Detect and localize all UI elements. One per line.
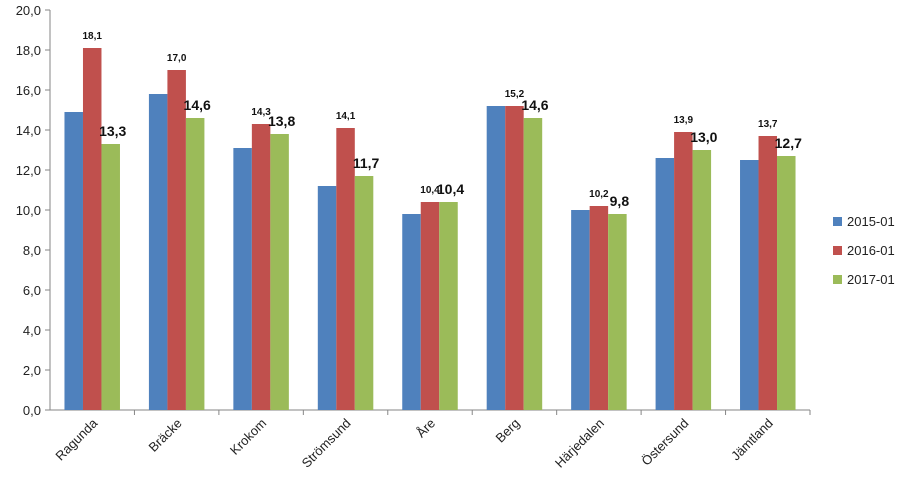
data-label: 14,1 bbox=[336, 111, 356, 122]
legend: 2015-01 2016-01 2017-01 bbox=[833, 214, 895, 287]
bar-2017-01 bbox=[270, 134, 289, 410]
data-label: 18,1 bbox=[82, 31, 102, 42]
bar-2016-01 bbox=[82, 48, 102, 410]
data-label: 17,0 bbox=[167, 53, 187, 64]
bar-2015-01 bbox=[233, 148, 252, 410]
data-label: 13,9 bbox=[674, 115, 694, 126]
bar-2015-01 bbox=[317, 186, 337, 410]
legend-label: 2015-01 bbox=[847, 214, 895, 229]
y-tick-label: 0,0 bbox=[23, 403, 41, 418]
bar-2017-01 bbox=[439, 202, 458, 410]
data-label: 15,2 bbox=[505, 89, 525, 100]
data-label: 13,3 bbox=[99, 123, 126, 139]
x-category-label: Åre bbox=[413, 416, 438, 441]
data-labels: 18,1 13,3 17,0 14,6 14,313,8 14,1 11,7 10,410,4… bbox=[82, 31, 802, 209]
bar-2017-01 bbox=[101, 144, 120, 410]
legend-label: 2017-01 bbox=[847, 272, 895, 287]
bar-2017-01 bbox=[523, 118, 543, 410]
y-tick-label: 2,0 bbox=[23, 363, 41, 378]
data-label: 13,7 bbox=[758, 119, 778, 130]
bar-2017-01 bbox=[185, 118, 205, 410]
data-label: 10,4 bbox=[437, 181, 464, 197]
y-tick-label: 4,0 bbox=[23, 323, 41, 338]
data-label: 14,6 bbox=[521, 97, 548, 113]
x-category-label: Ragunda bbox=[52, 415, 100, 463]
legend-swatch bbox=[833, 246, 842, 255]
data-label: 12,7 bbox=[775, 135, 802, 151]
bar-2016-01 bbox=[167, 70, 186, 410]
bar-2016-01 bbox=[674, 132, 693, 410]
x-category-label: Krokom bbox=[227, 416, 269, 458]
data-label: 9,8 bbox=[610, 193, 630, 209]
bar-2015-01 bbox=[64, 112, 83, 410]
data-label: 14,3 bbox=[251, 107, 271, 118]
y-tick-label: 14,0 bbox=[16, 123, 41, 138]
bar-2017-01 bbox=[354, 176, 374, 410]
data-label: 10,2 bbox=[589, 189, 609, 200]
bar-2017-01 bbox=[608, 214, 627, 410]
bar-2015-01 bbox=[740, 160, 759, 410]
bar-2016-01 bbox=[336, 128, 355, 410]
bars bbox=[64, 48, 796, 410]
bar-2015-01 bbox=[486, 106, 506, 410]
bar-2015-01 bbox=[402, 214, 421, 410]
x-category-label: Strömsund bbox=[299, 416, 354, 471]
y-tick-label: 18,0 bbox=[16, 43, 41, 58]
x-category-label: Jämtland bbox=[728, 416, 776, 464]
bar-2016-01 bbox=[420, 202, 440, 410]
legend-swatch bbox=[833, 275, 842, 284]
data-label: 14,6 bbox=[184, 97, 211, 113]
bar-2016-01 bbox=[251, 124, 271, 410]
x-category-label: Bräcke bbox=[146, 416, 185, 455]
legend-swatch bbox=[833, 217, 842, 226]
y-tick-label: 20,0 bbox=[16, 3, 41, 18]
bar-2017-01 bbox=[692, 150, 712, 410]
bar-2015-01 bbox=[655, 158, 675, 410]
y-tick-label: 8,0 bbox=[23, 243, 41, 258]
legend-label: 2016-01 bbox=[847, 243, 895, 258]
y-tick-label: 16,0 bbox=[16, 83, 41, 98]
bar-2016-01 bbox=[505, 106, 524, 410]
y-tick-label: 12,0 bbox=[16, 163, 41, 178]
data-label: 11,7 bbox=[353, 155, 380, 171]
y-tick-label: 10,0 bbox=[16, 203, 41, 218]
bar-2016-01 bbox=[758, 136, 778, 410]
bar-2016-01 bbox=[589, 206, 609, 410]
bar-2015-01 bbox=[571, 210, 590, 410]
y-tick-label: 6,0 bbox=[23, 283, 41, 298]
data-label: 13,8 bbox=[268, 113, 295, 129]
data-label: 13,0 bbox=[690, 129, 717, 145]
bar-2017-01 bbox=[777, 156, 796, 410]
bar-2015-01 bbox=[148, 94, 168, 410]
x-category-label: Härjedalen bbox=[552, 416, 607, 471]
data-label: 10,4 bbox=[420, 185, 440, 196]
x-category-label: Östersund bbox=[638, 416, 691, 469]
x-category-label: Berg bbox=[493, 416, 523, 446]
